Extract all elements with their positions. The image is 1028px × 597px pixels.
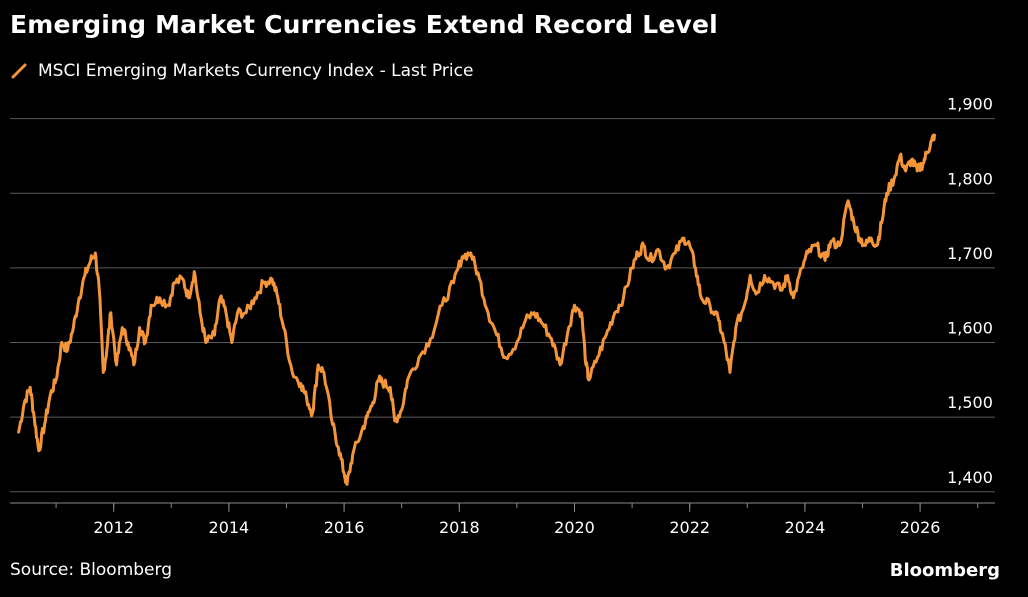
x-tick-label: 2016 — [324, 518, 365, 537]
legend-series-label: MSCI Emerging Markets Currency Index - L… — [38, 61, 474, 81]
chart-title: Emerging Market Currencies Extend Record… — [10, 10, 718, 39]
y-tick-label: 1,700 — [947, 244, 993, 263]
bloomberg-logo: Bloomberg — [889, 560, 1000, 581]
y-tick-label: 1,600 — [947, 319, 993, 338]
series-line — [17, 133, 936, 486]
source-note: Source: Bloomberg — [10, 560, 172, 580]
y-tick-label: 1,500 — [947, 393, 993, 412]
x-tick-label: 2018 — [439, 518, 480, 537]
y-tick-label: 1,900 — [947, 95, 993, 114]
x-tick-label: 2022 — [669, 518, 710, 537]
legend-line-swatch-icon — [10, 62, 28, 80]
x-tick-label: 2024 — [785, 518, 826, 537]
x-tick-label: 2014 — [209, 518, 250, 537]
x-tick-label: 2026 — [900, 518, 941, 537]
x-tick-label: 2020 — [554, 518, 595, 537]
legend: MSCI Emerging Markets Currency Index - L… — [10, 61, 473, 81]
x-tick-label: 2012 — [93, 518, 134, 537]
y-tick-label: 1,800 — [947, 169, 993, 188]
y-tick-label: 1,400 — [947, 468, 993, 487]
